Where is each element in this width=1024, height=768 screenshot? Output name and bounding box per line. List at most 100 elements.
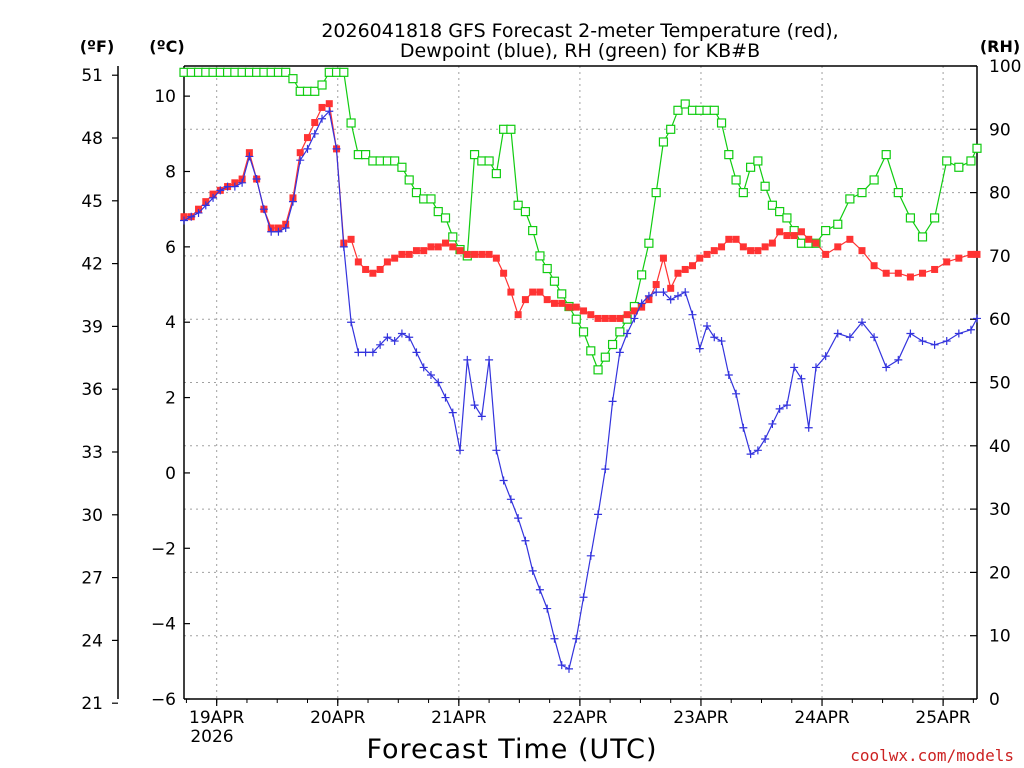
fahrenheit-tick-label: 33 <box>81 443 103 463</box>
dewpoint-point <box>572 634 581 643</box>
dewpoint-point <box>470 401 479 410</box>
dewpoint-point <box>608 397 617 406</box>
dewpoint-point <box>821 352 830 361</box>
dewpoint-point <box>448 408 457 417</box>
temperature-point <box>703 250 711 258</box>
rh-point <box>746 162 756 172</box>
dewpoint-point <box>845 333 854 342</box>
dewpoint-point <box>209 193 218 202</box>
dewpoint-point <box>332 144 341 153</box>
dewpoint-point <box>804 423 813 432</box>
dewpoint-point <box>717 337 726 346</box>
rh-point <box>310 86 320 96</box>
rh-point <box>673 105 683 115</box>
temperature-point <box>747 247 755 255</box>
temperature-point <box>442 239 450 247</box>
rh-tick-label: 10 <box>989 627 1011 647</box>
dewpoint-point <box>201 201 210 210</box>
fahrenheit-tick-label: 48 <box>81 129 103 149</box>
temperature-point <box>558 299 566 307</box>
celsius-tick-label: −2 <box>151 539 176 559</box>
rh-point <box>469 150 480 160</box>
dewpoint-point <box>216 186 225 195</box>
temperature-point <box>391 254 399 262</box>
rh-tick-label: 20 <box>989 563 1011 583</box>
temperature-point <box>776 228 784 236</box>
dewpoint-point <box>797 374 806 383</box>
dewpoint-point <box>681 288 690 297</box>
dewpoint-point <box>761 435 770 444</box>
dewpoint-point <box>637 299 646 308</box>
temperature-point <box>882 269 890 277</box>
rh-point <box>658 137 669 147</box>
rh-point <box>644 238 654 248</box>
dewpoint-point <box>405 333 414 342</box>
rh-point <box>520 206 531 217</box>
temperature-point <box>325 100 333 108</box>
dewpoint-point <box>930 340 939 349</box>
dewpoint-point <box>492 446 501 455</box>
x-tick-label: 25APR <box>915 708 971 728</box>
rh-point <box>549 276 560 286</box>
temperature-point <box>609 314 617 322</box>
dewpoint-point <box>918 337 927 346</box>
temperature-point <box>565 303 573 311</box>
x-axis-title: Forecast Time (UTC) <box>366 734 657 765</box>
temperature-point <box>485 250 493 258</box>
x-tick-label: 20APR <box>310 708 366 728</box>
temperature-point <box>311 119 319 127</box>
dewpoint-point <box>194 208 203 217</box>
dewpoint-point <box>230 182 239 191</box>
temperature-point <box>696 254 704 262</box>
rh-point <box>917 232 928 242</box>
temperature-point <box>521 296 529 304</box>
celsius-tick-label: 0 <box>165 464 176 484</box>
rh-point <box>288 74 298 84</box>
rh-point <box>448 232 458 242</box>
temperature-point <box>507 288 515 296</box>
temperature-point <box>906 273 914 281</box>
celsius-tick-label: 4 <box>165 313 176 333</box>
rh-tick-label: 70 <box>989 247 1011 267</box>
dewpoint-point <box>354 348 363 357</box>
x-tick-label: 23APR <box>673 708 729 728</box>
rh-point <box>709 105 719 115</box>
dewpoint-point <box>187 212 196 221</box>
dewpoint-point <box>703 321 712 330</box>
rh-point <box>361 150 371 160</box>
temperature-point <box>616 314 624 322</box>
dewpoint-point <box>906 329 915 338</box>
temperature-point <box>376 265 384 273</box>
temperature-point <box>347 235 355 243</box>
dewpoint-point <box>303 144 312 153</box>
dewpoint-point <box>499 476 508 485</box>
temperature-point <box>973 250 981 258</box>
temperature-point <box>550 299 558 307</box>
temperature-point <box>412 247 420 255</box>
rh-point <box>346 118 356 128</box>
temperature-point <box>834 243 842 251</box>
celsius-tick-label: 6 <box>165 238 176 258</box>
temperature-point <box>478 250 486 258</box>
dewpoint-point <box>477 412 486 421</box>
temperature-point <box>354 258 362 266</box>
temperature-point <box>674 269 682 277</box>
temperature-point <box>710 247 718 255</box>
rh-point <box>484 156 494 166</box>
temperature-series <box>180 100 981 322</box>
fahrenheit-tick-label: 30 <box>81 506 103 526</box>
dewpoint-point <box>368 348 377 357</box>
dewpoint-point <box>485 355 494 364</box>
fahrenheit-tick-label: 42 <box>81 255 103 275</box>
rh-point <box>440 213 451 223</box>
rh-tick-label: 90 <box>989 120 1011 140</box>
rh-point <box>491 169 501 179</box>
temperature-point <box>463 250 471 258</box>
dewpoint-point <box>245 152 254 161</box>
dewpoint-point <box>732 389 741 398</box>
dewpoint-point <box>564 664 573 673</box>
dewpoint-point <box>252 175 261 184</box>
rh-point <box>869 175 879 185</box>
rh-point <box>930 213 940 223</box>
dewpoint-point <box>535 585 544 594</box>
